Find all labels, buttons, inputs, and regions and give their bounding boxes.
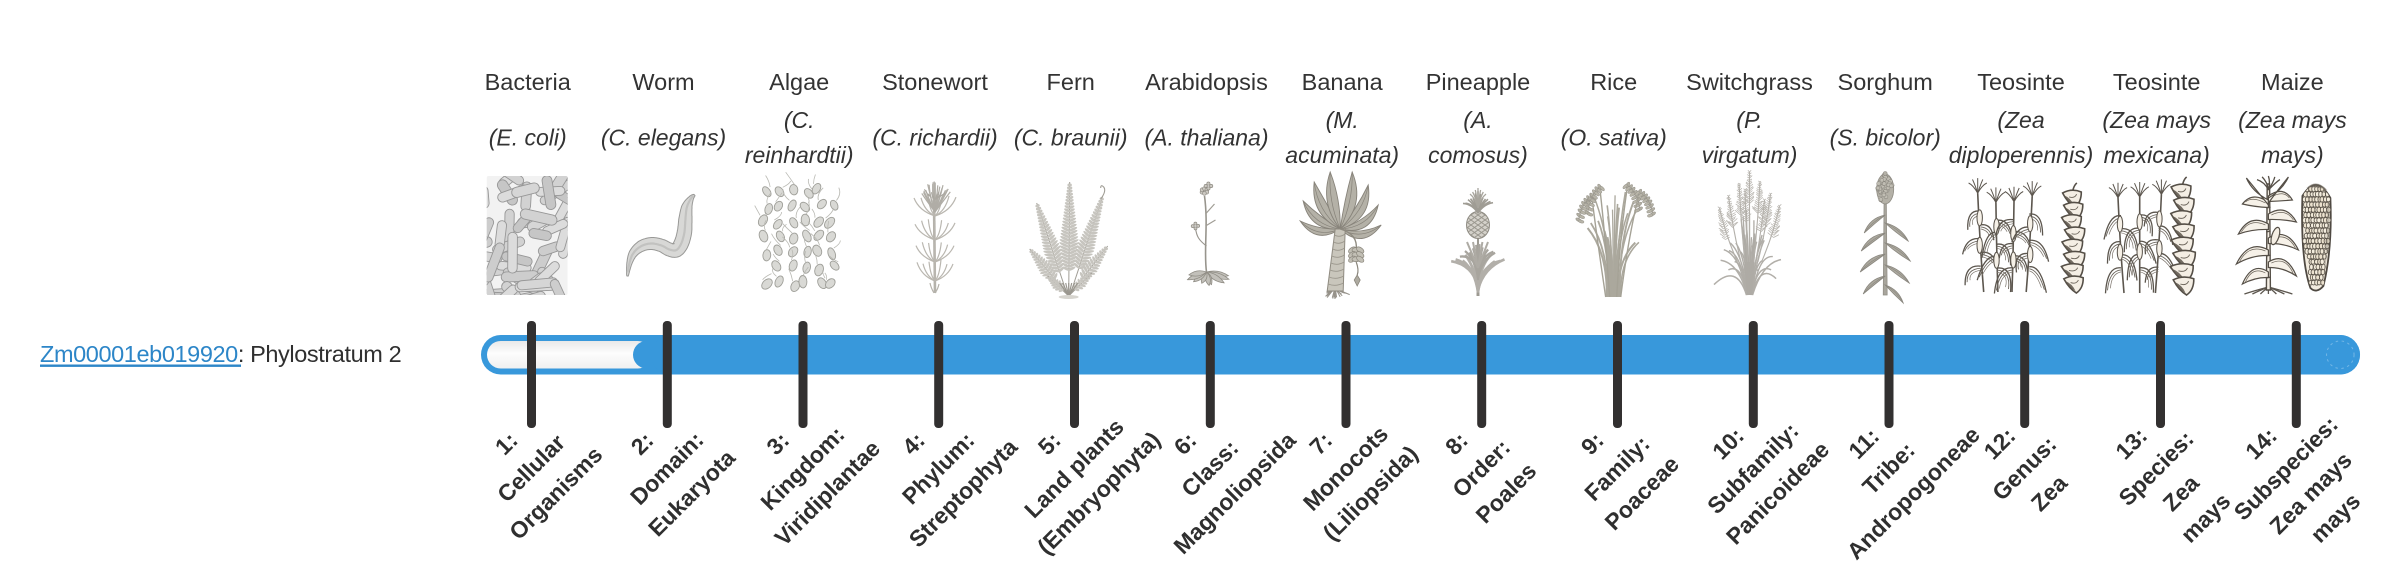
svg-text:14:: 14:	[2240, 422, 2282, 464]
svg-text:(E. coli): (E. coli)	[489, 125, 567, 151]
svg-text:mexicana): mexicana)	[2104, 142, 2210, 168]
svg-text:(A.: (A.	[1463, 107, 1492, 133]
svg-text:acuminata): acuminata)	[1285, 142, 1399, 168]
svg-text:(O. sativa): (O. sativa)	[1561, 125, 1667, 151]
svg-text:Maize: Maize	[2261, 69, 2324, 95]
svg-text:11:: 11:	[1843, 423, 1884, 464]
svg-text:3:: 3:	[761, 427, 794, 460]
svg-text:reinhardtii): reinhardtii)	[745, 142, 854, 168]
svg-text:2:: 2:	[626, 427, 659, 460]
svg-text:8:: 8:	[1440, 427, 1473, 460]
svg-text:9:: 9:	[1576, 427, 1609, 460]
svg-text:(M.: (M.	[1326, 107, 1359, 133]
svg-text:(Zea: (Zea	[1997, 107, 2044, 133]
svg-text:1:: 1:	[490, 427, 523, 460]
svg-text:(C.: (C.	[784, 107, 815, 133]
svg-text:Bacteria: Bacteria	[485, 69, 572, 95]
svg-text:(P.: (P.	[1736, 107, 1762, 133]
svg-text:Arabidopsis: Arabidopsis	[1145, 69, 1268, 95]
svg-text:Pineapple: Pineapple	[1426, 69, 1531, 95]
svg-text:comosus): comosus)	[1428, 142, 1528, 168]
svg-text:Algae: Algae	[769, 69, 829, 95]
svg-text:(C. elegans): (C. elegans)	[601, 125, 726, 151]
svg-text:Rice: Rice	[1590, 69, 1637, 95]
svg-text:Teosinte: Teosinte	[2113, 69, 2201, 95]
svg-text:13:: 13:	[2110, 422, 2152, 464]
svg-text:(A. thaliana): (A. thaliana)	[1144, 125, 1268, 151]
svg-text:4:: 4:	[897, 427, 930, 460]
svg-text:Banana: Banana	[1302, 69, 1384, 95]
svg-text:6:: 6:	[1169, 427, 1202, 460]
svg-text:5:: 5:	[1033, 427, 1066, 460]
svg-text:Sorghum: Sorghum	[1838, 69, 1933, 95]
svg-text:(Zea mays: (Zea mays	[2238, 107, 2347, 133]
svg-text:12:: 12:	[1979, 422, 2021, 464]
svg-text:Fern: Fern	[1047, 69, 1095, 95]
svg-text:(C. braunii): (C. braunii)	[1014, 125, 1128, 151]
svg-text:(C. richardii): (C. richardii)	[872, 125, 997, 151]
svg-text:virgatum): virgatum)	[1702, 142, 1798, 168]
svg-text:7:: 7:	[1304, 427, 1337, 460]
svg-text:(S. bicolor): (S. bicolor)	[1830, 125, 1941, 151]
svg-text:diploperennis): diploperennis)	[1949, 142, 2093, 168]
svg-text:Stonewort: Stonewort	[882, 69, 988, 95]
svg-text:mays): mays)	[2261, 142, 2324, 168]
svg-text:Teosinte: Teosinte	[1977, 69, 2065, 95]
svg-text:Zm00001eb019920: Phylostratum: Zm00001eb019920: Phylostratum 2	[40, 341, 401, 367]
svg-text:10:: 10:	[1707, 422, 1749, 464]
svg-text:Switchgrass: Switchgrass	[1686, 69, 1813, 95]
svg-text:Worm: Worm	[632, 69, 694, 95]
svg-text:(Zea mays: (Zea mays	[2102, 107, 2211, 133]
